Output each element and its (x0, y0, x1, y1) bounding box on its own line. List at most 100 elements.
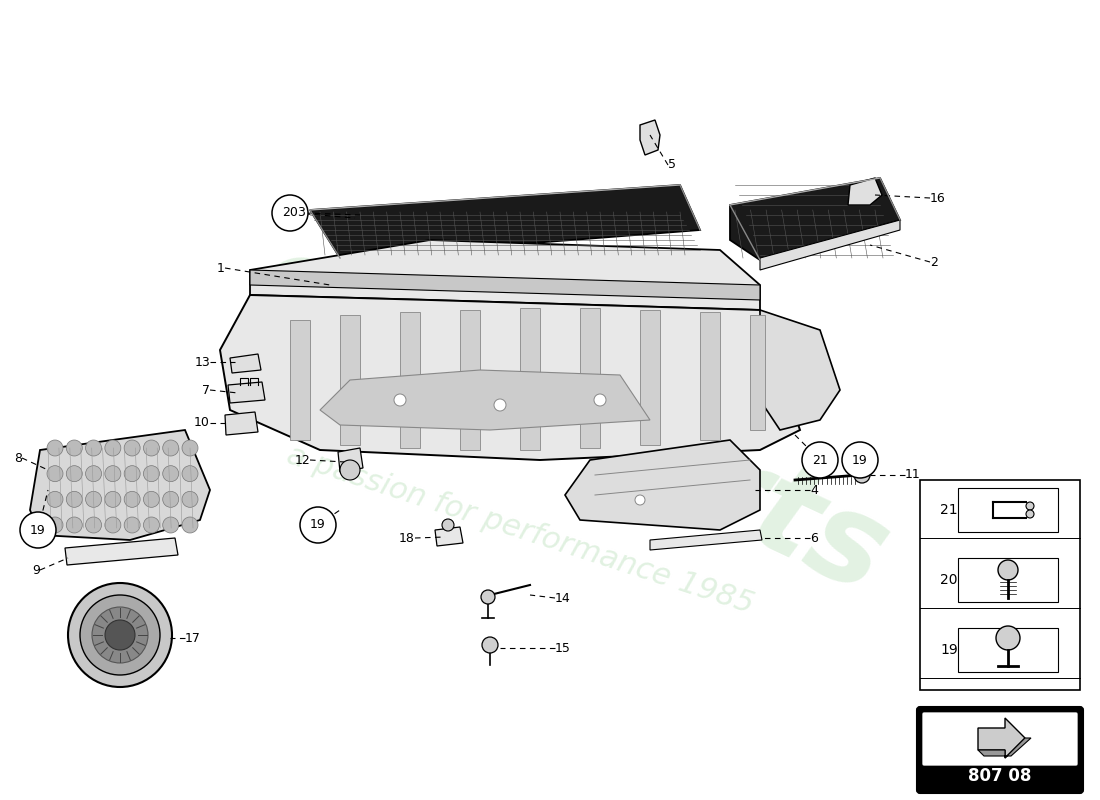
Polygon shape (640, 120, 660, 155)
Polygon shape (520, 308, 540, 450)
Circle shape (104, 517, 121, 533)
Polygon shape (338, 448, 363, 472)
Text: 19: 19 (852, 454, 868, 466)
Text: 15: 15 (556, 642, 571, 654)
Circle shape (92, 607, 148, 663)
Circle shape (20, 512, 56, 548)
Circle shape (182, 491, 198, 507)
Circle shape (86, 466, 101, 482)
Polygon shape (340, 315, 360, 445)
Circle shape (86, 440, 101, 456)
Text: euroParts: euroParts (234, 221, 906, 619)
Text: 9: 9 (32, 563, 40, 577)
Polygon shape (978, 738, 1031, 758)
Circle shape (66, 440, 82, 456)
Polygon shape (30, 430, 210, 540)
FancyBboxPatch shape (958, 628, 1058, 672)
Text: 21: 21 (940, 503, 958, 517)
Circle shape (124, 491, 140, 507)
Polygon shape (565, 440, 760, 530)
Polygon shape (228, 382, 265, 403)
Circle shape (47, 466, 63, 482)
Polygon shape (220, 295, 800, 460)
Circle shape (66, 466, 82, 482)
Polygon shape (434, 527, 463, 546)
Text: 6: 6 (810, 531, 818, 545)
Circle shape (143, 491, 160, 507)
Circle shape (104, 440, 121, 456)
Polygon shape (978, 718, 1025, 758)
Circle shape (1026, 510, 1034, 518)
Circle shape (104, 491, 121, 507)
FancyBboxPatch shape (920, 480, 1080, 690)
Circle shape (68, 583, 172, 687)
Circle shape (104, 466, 121, 482)
Circle shape (300, 507, 336, 543)
Polygon shape (250, 240, 760, 310)
Circle shape (182, 517, 198, 533)
Text: 19: 19 (30, 523, 46, 537)
Circle shape (802, 442, 838, 478)
Circle shape (481, 590, 495, 604)
Text: 12: 12 (295, 454, 310, 466)
Circle shape (635, 495, 645, 505)
FancyBboxPatch shape (958, 558, 1058, 602)
Circle shape (996, 626, 1020, 650)
Circle shape (594, 394, 606, 406)
Circle shape (494, 399, 506, 411)
Circle shape (340, 460, 360, 480)
Circle shape (104, 620, 135, 650)
Text: 17: 17 (185, 631, 201, 645)
Text: 8: 8 (14, 451, 22, 465)
Circle shape (163, 517, 178, 533)
Circle shape (124, 440, 140, 456)
Circle shape (47, 440, 63, 456)
Polygon shape (760, 310, 840, 430)
Circle shape (86, 491, 101, 507)
Circle shape (394, 394, 406, 406)
Text: 10: 10 (194, 417, 210, 430)
Circle shape (998, 560, 1018, 580)
Circle shape (163, 440, 178, 456)
Text: 2: 2 (930, 255, 938, 269)
Text: 1: 1 (217, 262, 226, 274)
Text: 19: 19 (940, 643, 958, 657)
Polygon shape (650, 530, 762, 550)
Text: 20: 20 (940, 573, 957, 587)
Circle shape (80, 595, 160, 675)
Text: 19: 19 (310, 518, 326, 531)
Polygon shape (750, 315, 764, 430)
Polygon shape (700, 312, 720, 440)
Text: 7: 7 (202, 383, 210, 397)
Text: 13: 13 (195, 355, 210, 369)
FancyBboxPatch shape (958, 488, 1058, 532)
FancyBboxPatch shape (922, 712, 1078, 766)
Circle shape (124, 517, 140, 533)
Circle shape (854, 467, 870, 483)
FancyBboxPatch shape (917, 707, 1084, 793)
Polygon shape (760, 220, 900, 270)
Polygon shape (226, 412, 258, 435)
Circle shape (66, 491, 82, 507)
Polygon shape (250, 270, 760, 300)
Circle shape (47, 491, 63, 507)
Text: 3: 3 (297, 206, 305, 219)
Polygon shape (290, 320, 310, 440)
Circle shape (66, 517, 82, 533)
Text: 20: 20 (282, 206, 298, 219)
Polygon shape (640, 310, 660, 445)
Text: 14: 14 (556, 591, 571, 605)
Text: 21: 21 (812, 454, 828, 466)
Circle shape (182, 466, 198, 482)
Text: 5: 5 (668, 158, 676, 171)
Circle shape (163, 491, 178, 507)
Text: a passion for performance 1985: a passion for performance 1985 (283, 441, 757, 619)
Polygon shape (848, 178, 882, 205)
Polygon shape (320, 370, 650, 430)
Circle shape (182, 440, 198, 456)
Circle shape (482, 637, 498, 653)
Polygon shape (580, 308, 600, 448)
Circle shape (124, 466, 140, 482)
Polygon shape (730, 178, 900, 260)
Polygon shape (230, 354, 261, 373)
